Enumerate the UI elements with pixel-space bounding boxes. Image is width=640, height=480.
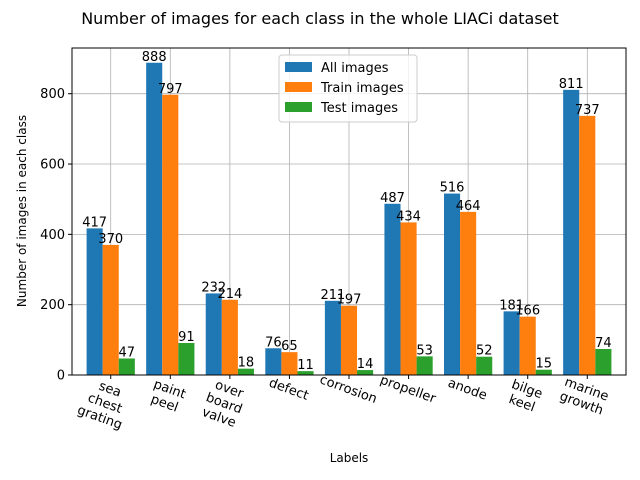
bar-value-label: 15: [536, 357, 553, 372]
bar: [102, 244, 119, 375]
bar: [205, 293, 222, 375]
bar-value-label: 197: [337, 293, 362, 308]
bar-value-label: 11: [297, 358, 314, 373]
x-tick-label: overboardvalve: [199, 376, 250, 431]
bar-value-label: 417: [82, 215, 107, 230]
bar: [297, 371, 314, 375]
bar-value-label: 52: [476, 344, 493, 359]
bar: [535, 369, 552, 375]
legend: All images Train images Test images: [278, 54, 418, 123]
bar: [86, 228, 103, 375]
y-tick-label: 800: [40, 87, 65, 102]
legend-label: Train images: [320, 81, 404, 96]
bar-value-label: 214: [217, 287, 242, 302]
bar-value-label: 65: [281, 339, 298, 354]
bars: [86, 62, 612, 376]
bar: [281, 352, 298, 375]
bar-value-labels: 417 888 232 76 211 487 516 181 811 370 797 214 65 197…: [82, 50, 611, 373]
bar: [384, 203, 401, 375]
bar: [503, 311, 520, 375]
bar-value-label: 487: [380, 191, 405, 206]
bar-value-label: 888: [142, 50, 167, 65]
bar: [265, 348, 282, 375]
bar-value-label: 166: [515, 304, 540, 319]
x-tick-label: defect: [267, 376, 311, 404]
bar-value-label: 18: [238, 356, 255, 371]
bar: [519, 316, 536, 375]
y-tick-label: 400: [40, 228, 65, 243]
bar: [357, 370, 374, 375]
bar: [324, 300, 341, 375]
bar: [416, 356, 433, 375]
x-tick-label: corrosion: [318, 372, 379, 407]
bar: [237, 368, 254, 375]
bar-value-label: 181: [499, 298, 524, 313]
x-tick-label: anode: [446, 376, 489, 404]
bar: [579, 115, 596, 375]
x-axis-label: Labels: [330, 451, 369, 465]
bar: [146, 62, 163, 376]
bar: [476, 356, 493, 375]
bar: [221, 299, 238, 375]
x-tick-label: bilgekeel: [504, 377, 544, 416]
y-axis: 0 200 400 600 800: [40, 87, 72, 384]
legend-box: [278, 54, 418, 123]
bar-value-label: 14: [357, 357, 374, 372]
y-tick-label: 200: [40, 298, 65, 313]
bar-value-label: 47: [119, 345, 136, 360]
bar: [118, 358, 135, 375]
bar: [178, 343, 195, 375]
x-axis: seachestgrating paintpeel overboardvalve de…: [75, 372, 610, 433]
bar: [400, 222, 417, 375]
y-tick-label: 0: [57, 369, 65, 384]
legend-swatch: [285, 82, 312, 92]
y-axis-label: Number of images in each class: [15, 115, 29, 307]
y-tick-label: 600: [40, 158, 65, 173]
bar-value-label: 91: [178, 330, 195, 345]
x-tick-label: seachestgrating: [75, 375, 134, 433]
legend-label: Test images: [320, 101, 398, 116]
bar: [563, 89, 580, 376]
x-tick-label: propeller: [378, 373, 438, 407]
legend-label: All images: [321, 61, 389, 76]
x-tick-label: marinegrowth: [557, 375, 610, 419]
legend-swatch: [285, 102, 312, 112]
chart-title: Number of images for each class in the w…: [81, 9, 559, 28]
bar-value-label: 232: [201, 280, 226, 295]
bar: [460, 211, 477, 375]
bar-value-label: 811: [559, 77, 584, 92]
bar-value-label: 797: [158, 82, 183, 97]
bar-value-label: 74: [595, 336, 612, 351]
bar-value-label: 516: [440, 181, 465, 196]
bar: [162, 94, 179, 375]
bar: [444, 193, 461, 375]
bar: [595, 348, 612, 375]
x-tick-label: paintpeel: [146, 377, 187, 417]
bar-value-label: 737: [575, 103, 600, 118]
bar-value-label: 76: [265, 335, 282, 350]
bar-value-label: 434: [396, 209, 421, 224]
bar-value-label: 211: [321, 288, 346, 303]
bar: [340, 305, 358, 375]
bar-value-label: 370: [98, 232, 123, 247]
legend-swatch: [285, 62, 312, 72]
bar-value-label: 53: [416, 343, 433, 358]
bar-value-label: 464: [456, 199, 481, 214]
